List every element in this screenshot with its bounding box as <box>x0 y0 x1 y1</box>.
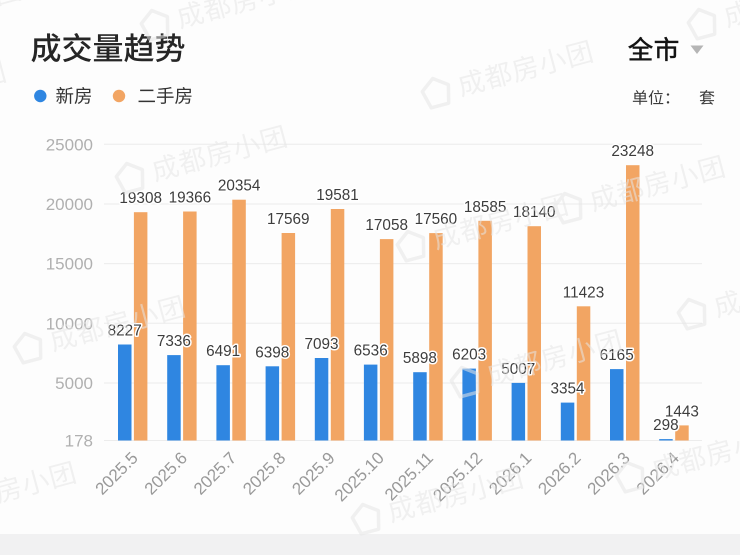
svg-text:7093: 7093 <box>304 336 338 353</box>
svg-text:17560: 17560 <box>415 211 458 228</box>
svg-text:17058: 17058 <box>365 217 408 234</box>
svg-text:178: 178 <box>65 432 93 451</box>
svg-text:1443: 1443 <box>665 403 699 420</box>
svg-text:17569: 17569 <box>267 211 310 228</box>
svg-text:25000: 25000 <box>46 135 93 154</box>
svg-text:23248: 23248 <box>611 143 654 160</box>
svg-text:20354: 20354 <box>218 178 261 195</box>
svg-text:10000: 10000 <box>46 314 93 333</box>
svg-text:6491: 6491 <box>206 343 240 360</box>
svg-text:5000: 5000 <box>55 374 93 393</box>
svg-text:15000: 15000 <box>46 255 93 274</box>
svg-text:6398: 6398 <box>255 344 289 361</box>
svg-text:19581: 19581 <box>316 187 359 204</box>
svg-text:3354: 3354 <box>550 381 585 398</box>
svg-text:5898: 5898 <box>403 350 437 367</box>
svg-text:11423: 11423 <box>563 284 604 301</box>
svg-text:6203: 6203 <box>452 347 486 364</box>
svg-text:6536: 6536 <box>354 343 388 360</box>
svg-text:298: 298 <box>653 417 679 434</box>
svg-text:7336: 7336 <box>157 333 191 350</box>
svg-text:20000: 20000 <box>46 195 93 214</box>
svg-text:18585: 18585 <box>464 199 507 216</box>
svg-text:19366: 19366 <box>169 190 212 207</box>
svg-text:19308: 19308 <box>119 190 162 207</box>
svg-text:6165: 6165 <box>600 347 634 364</box>
